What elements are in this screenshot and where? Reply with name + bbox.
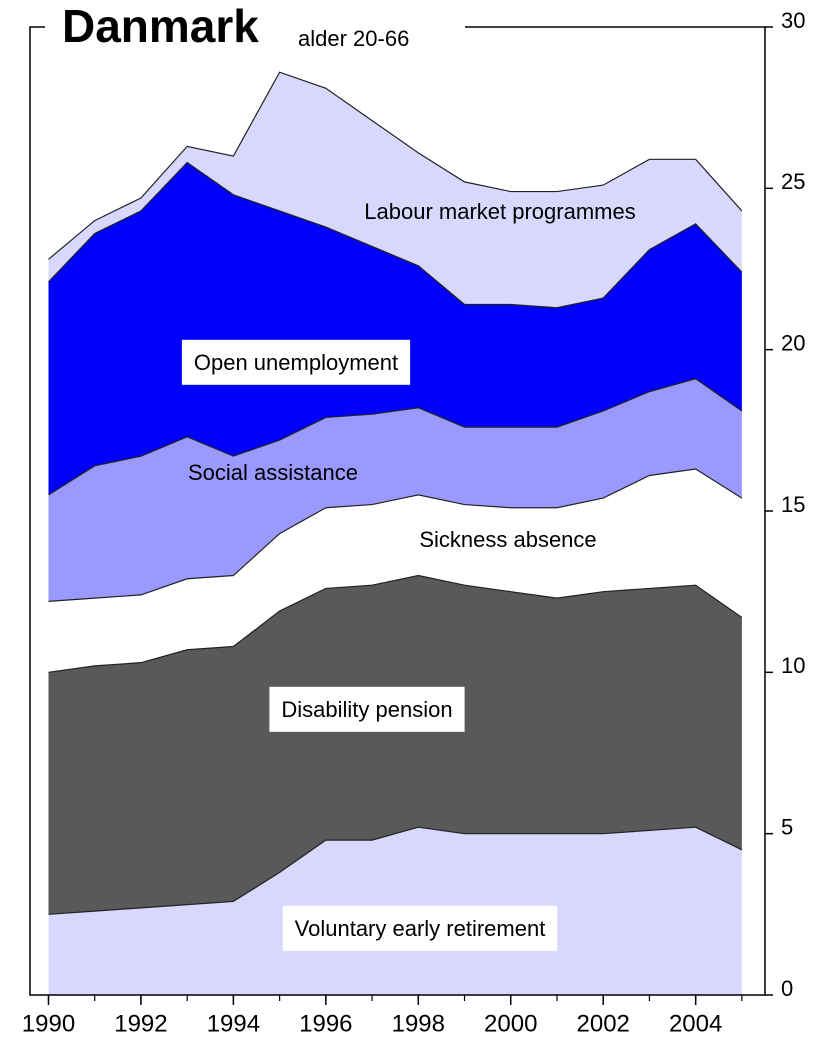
series-label: Sickness absence <box>419 527 596 552</box>
series-label: Disability pension <box>269 686 465 732</box>
series-label: Open unemployment <box>181 339 411 385</box>
x-tick-label: 1992 <box>114 1010 167 1037</box>
area-edge <box>48 161 743 309</box>
y-tick-label: 20 <box>781 330 805 355</box>
area <box>48 162 742 495</box>
area-edge <box>48 378 743 496</box>
x-tick-label: 1994 <box>207 1010 260 1037</box>
series-name: Labour market programmes <box>364 199 635 224</box>
x-tick-label: 2000 <box>484 1010 537 1037</box>
y-tick-label: 10 <box>781 653 805 678</box>
area <box>48 575 742 915</box>
x-tick-label: 1996 <box>299 1010 352 1037</box>
series-name: Disability pension <box>281 697 452 722</box>
area <box>48 469 742 673</box>
label-box <box>269 686 465 732</box>
series-name: Voluntary early retirement <box>295 916 546 941</box>
series-name: Sickness absence <box>419 527 596 552</box>
label-box <box>181 339 411 385</box>
series-label: Social assistance <box>188 460 358 485</box>
x-tick-label: 1998 <box>392 1010 445 1037</box>
series-label: Labour market programmes <box>364 199 635 224</box>
series-name: Social assistance <box>188 460 358 485</box>
y-tick-label: 15 <box>781 492 805 517</box>
series-name: Open unemployment <box>194 350 398 375</box>
x-tick-label: 2004 <box>669 1010 722 1037</box>
y-tick-label: 25 <box>781 169 805 194</box>
y-tick-label: 5 <box>781 814 793 839</box>
area <box>48 72 742 308</box>
y-tick-label: 30 <box>781 8 805 33</box>
area-edge <box>48 71 743 260</box>
area <box>48 378 742 602</box>
area-edge <box>48 468 743 602</box>
label-box <box>282 905 558 951</box>
x-tick-label: 1990 <box>22 1010 75 1037</box>
y-tick-label: 0 <box>781 976 793 1001</box>
x-tick-label: 2002 <box>577 1010 630 1037</box>
chart-title: Danmark <box>62 0 259 52</box>
chart-subtitle: alder 20-66 <box>298 26 409 51</box>
area-edge <box>48 574 743 673</box>
series-label: Voluntary early retirement <box>282 905 558 951</box>
area-edge <box>48 826 743 915</box>
